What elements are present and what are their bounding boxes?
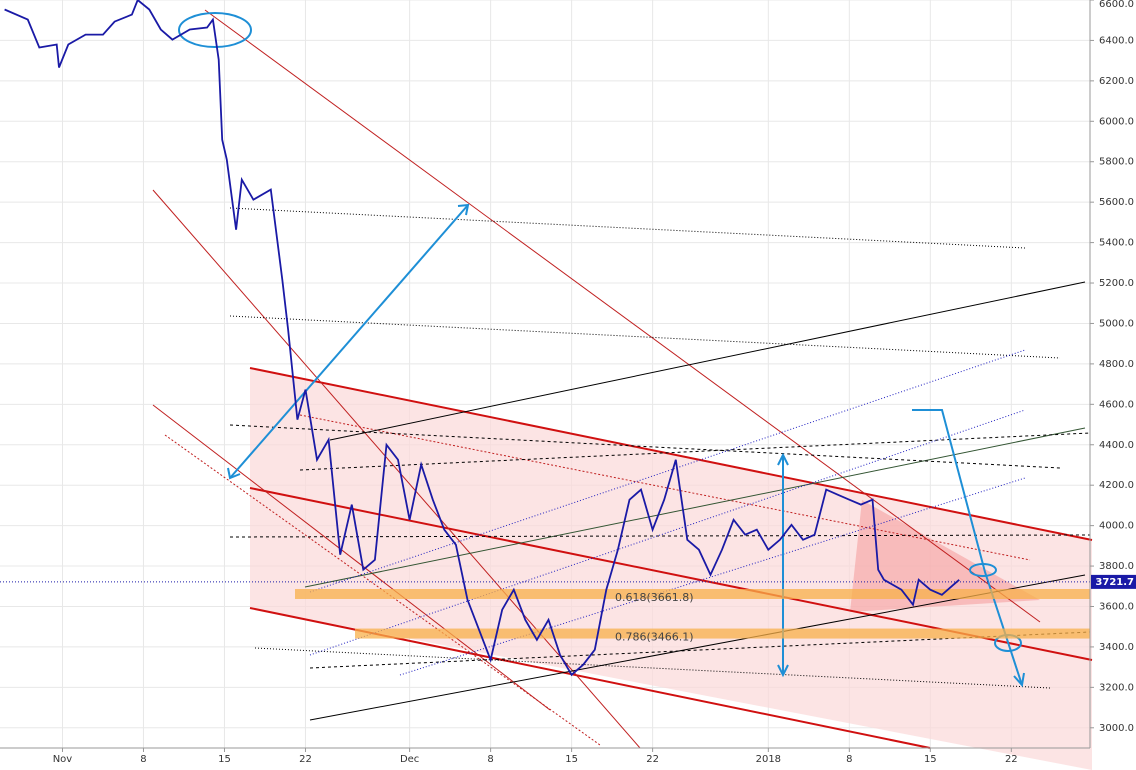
- x-tick-label: Nov: [53, 754, 73, 765]
- arrow-head: [777, 452, 789, 466]
- x-tick-label: 22: [299, 754, 312, 765]
- level-line: [254, 647, 1051, 689]
- y-tick-label: 4800.0: [1099, 359, 1134, 370]
- y-tick-label: 5000.0: [1099, 318, 1134, 329]
- y-tick-label: 6200.0: [1099, 76, 1134, 87]
- fib-band: [355, 628, 1090, 639]
- level-line: [229, 534, 1091, 538]
- trend-line: [164, 434, 601, 746]
- last-price-label: 3721.7: [1095, 577, 1134, 588]
- y-tick-label: 6000.0: [1099, 116, 1134, 127]
- arrow-head: [227, 467, 241, 480]
- y-tick-label: 5600.0: [1099, 197, 1134, 208]
- y-tick-label: 3400.0: [1099, 642, 1134, 653]
- level-line: [229, 424, 1061, 469]
- x-tick-label: 8: [846, 754, 852, 765]
- y-tick-label: 3200.0: [1099, 682, 1134, 693]
- y-tick-label: 5400.0: [1099, 238, 1134, 249]
- channel-line: [249, 367, 1093, 541]
- y-tick-label: 6400.0: [1099, 35, 1134, 46]
- y-tick-label: 5200.0: [1099, 278, 1134, 289]
- x-tick-label: 15: [218, 754, 231, 765]
- wedge-fill: [850, 500, 1040, 612]
- annotations: [152, 9, 1093, 770]
- y-tick-label: 4000.0: [1099, 521, 1134, 532]
- x-tick-label: 8: [140, 754, 146, 765]
- x-tick-label: 8: [487, 754, 493, 765]
- fib-label: 0.786(3466.1): [615, 631, 694, 644]
- y-tick-label: 3000.0: [1099, 723, 1134, 734]
- y-tick-label: 4400.0: [1099, 440, 1134, 451]
- highlight-circle: [969, 563, 997, 577]
- fib-band: [295, 588, 1090, 599]
- trend-line: [304, 427, 1086, 588]
- y-tick-label: 5800.0: [1099, 157, 1134, 168]
- x-tick-label: 2018: [756, 754, 781, 765]
- trend-line: [309, 574, 1086, 721]
- y-tick-label: 4200.0: [1099, 480, 1134, 491]
- arrow-head: [777, 664, 789, 678]
- arrow-head: [1013, 672, 1025, 688]
- plot: [0, 0, 1090, 677]
- y-tick-label: 4600.0: [1099, 399, 1134, 410]
- level-line: [229, 207, 1026, 249]
- trend-line: [399, 477, 1026, 676]
- channel-fill: [250, 368, 1092, 770]
- x-tick-label: 22: [1005, 754, 1018, 765]
- trend-line: [329, 281, 1086, 441]
- x-tick-label: 15: [924, 754, 937, 765]
- x-tick-label: 22: [646, 754, 659, 765]
- last-price-box: [1091, 574, 1136, 589]
- y-tick-label: 3800.0: [1099, 561, 1134, 572]
- trend-line: [204, 9, 1041, 623]
- y-tick-label: 3600.0: [1099, 601, 1134, 612]
- fib-label: 0.618(3661.8): [615, 591, 694, 604]
- highlight-circle: [178, 12, 252, 48]
- fib-levels: 0.618(3661.8) 0.786(3466.1): [295, 588, 1090, 644]
- y-tick-label: 6600.0: [1099, 0, 1134, 10]
- arrow-head: [457, 203, 470, 216]
- arrow: [912, 409, 1023, 686]
- trend-line: [152, 189, 641, 749]
- trend-line: [152, 404, 551, 711]
- price-line: [4, 0, 960, 677]
- x-tick-label: Dec: [400, 754, 419, 765]
- x-tick-label: 15: [565, 754, 578, 765]
- arrow: [229, 204, 469, 479]
- level-line: [229, 315, 1061, 359]
